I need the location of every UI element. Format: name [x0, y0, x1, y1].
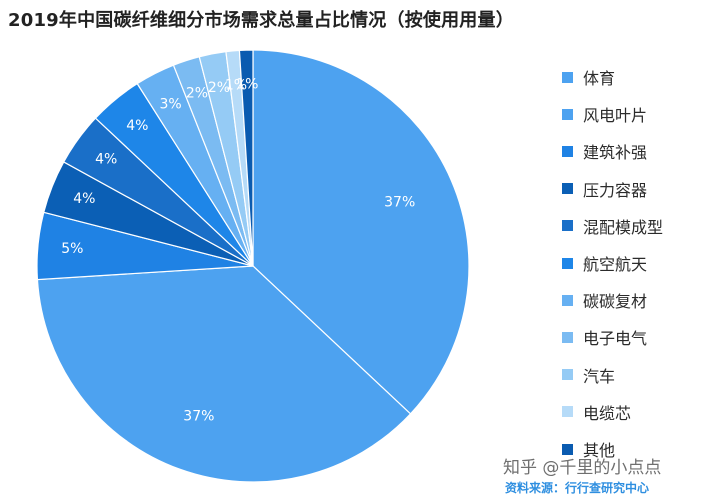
legend-label: 航空航天	[583, 255, 648, 274]
watermark-text: 知乎 @千里的小点点	[503, 458, 662, 478]
legend-swatch	[562, 406, 573, 418]
pie-slice-label: 4%	[95, 151, 117, 167]
legend-swatch	[562, 220, 573, 232]
pie-slice-label: 37%	[384, 195, 415, 211]
legend-item: 建筑补强	[562, 140, 647, 162]
legend-item: 航空航天	[562, 252, 647, 274]
pie-slice	[238, 49, 254, 267]
pie-slice-label: 1%	[236, 77, 258, 93]
source-note: 资料来源：行行查研究中心	[505, 481, 650, 495]
legend-label: 碳碳复材	[583, 292, 648, 312]
legend-swatch	[562, 443, 573, 455]
pie-slice-label: 1%	[225, 77, 247, 93]
legend-item: 碳碳复材	[562, 289, 647, 311]
legend-swatch	[562, 331, 573, 343]
pie-slice-label: 2%	[186, 85, 208, 101]
pie-slice	[252, 49, 470, 415]
legend-label: 混配模成型	[583, 217, 664, 237]
legend-swatch	[562, 71, 573, 83]
pie-slice-label: 4%	[126, 118, 148, 134]
legend-item: 电缆芯	[562, 401, 631, 423]
pie-slice-label: 2%	[208, 80, 230, 96]
legend-swatch	[562, 257, 573, 269]
legend-item: 电子电气	[562, 326, 647, 348]
legend-label: 建筑补强	[583, 143, 648, 163]
legend-item: 风电叶片	[562, 103, 647, 125]
legend-item: 体育	[562, 66, 615, 88]
legend-item: 其他	[562, 438, 615, 460]
pie-slice	[36, 265, 412, 483]
chart-title: 2019年中国碳纤维细分市场需求总量占比情况（按使用用量）	[8, 10, 514, 31]
legend-swatch	[562, 183, 573, 195]
legend-label: 压力容器	[583, 180, 648, 200]
legend-item: 混配模成型	[562, 215, 663, 237]
legend-label: 风电叶片	[583, 106, 648, 126]
legend-label: 电缆芯	[583, 403, 632, 423]
pie-slice-label: 3%	[160, 96, 182, 112]
legend-swatch	[562, 369, 573, 381]
legend-label: 体育	[583, 69, 616, 88]
legend-swatch	[562, 108, 573, 120]
legend-swatch	[562, 294, 573, 306]
legend-item: 压力容器	[562, 178, 647, 200]
pie-slice-label: 37%	[183, 408, 214, 424]
pie-slice-label: 5%	[61, 241, 83, 257]
legend-item: 汽车	[562, 364, 615, 386]
legend-label: 电子电气	[583, 329, 648, 349]
pie-slice-label: 4%	[73, 191, 95, 207]
legend-label: 其他	[583, 441, 616, 460]
legend-label: 汽车	[583, 366, 616, 386]
legend-swatch	[562, 145, 573, 157]
